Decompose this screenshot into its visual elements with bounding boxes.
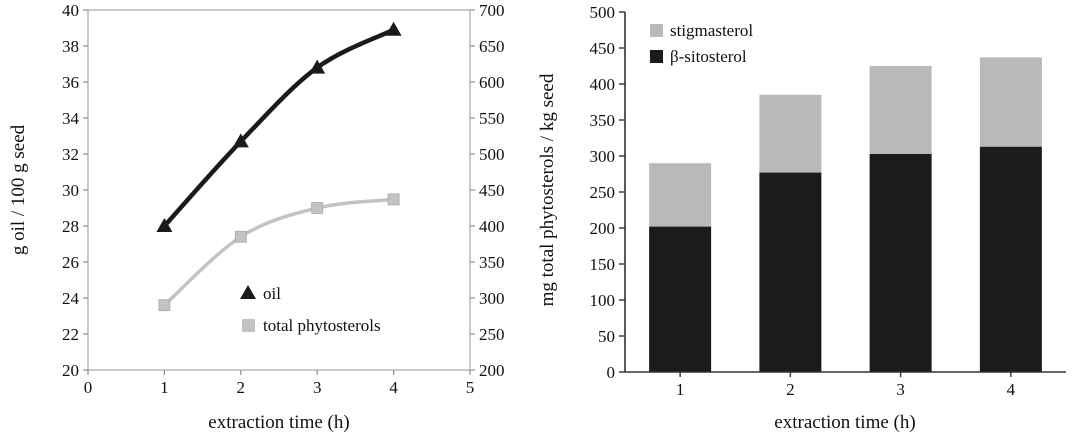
left-x-axis-title: extraction time (h) bbox=[208, 412, 349, 433]
bar-chart-plot-area: 0 50 100 150 200 250 300 350 400 450 500 1 2 3 4 bbox=[590, 3, 1042, 399]
bar-y-tick-label: 50 bbox=[598, 327, 615, 346]
bar-y-tick-label: 300 bbox=[590, 147, 616, 166]
right-y-tick-label: 250 bbox=[479, 325, 505, 344]
data-point-total-phytosterols bbox=[234, 230, 247, 243]
bar-x-tick-label: 2 bbox=[786, 380, 795, 399]
data-point-oil bbox=[232, 133, 249, 148]
data-point-total-phytosterols bbox=[311, 202, 324, 214]
bar-segment-sitosterol bbox=[759, 172, 822, 372]
left-y-tick-label: 40 bbox=[62, 1, 79, 20]
legend-square-marker-sitosterol bbox=[650, 50, 663, 63]
data-point-total-phytosterols bbox=[387, 193, 400, 206]
legend-label-oil: oil bbox=[263, 284, 281, 303]
data-point-oil bbox=[385, 21, 402, 36]
legend-triangle-marker-oil bbox=[240, 285, 256, 299]
bar-segment-stigmasterol bbox=[649, 163, 712, 227]
bar-segment-sitosterol bbox=[869, 153, 932, 372]
right-y-tick-label: 350 bbox=[479, 253, 505, 272]
data-point-oil bbox=[309, 59, 326, 74]
left-y-tick-label: 38 bbox=[62, 37, 79, 56]
left-x-tick-label: 2 bbox=[237, 378, 246, 397]
data-point-oil bbox=[156, 218, 173, 232]
right-y-tick-label: 450 bbox=[479, 181, 505, 200]
legend-square-marker-phytosterols bbox=[242, 319, 255, 332]
bar-x-tick-label: 4 bbox=[1007, 380, 1016, 399]
left-y-tick-label: 34 bbox=[62, 109, 80, 128]
bar-y-tick-label: 250 bbox=[590, 183, 616, 202]
left-y-tick-label: 28 bbox=[62, 217, 79, 236]
left-y-tick-label: 20 bbox=[62, 361, 79, 380]
bar-y-tick-label: 0 bbox=[607, 363, 616, 382]
left-x-tick-label: 5 bbox=[466, 378, 475, 397]
left-y-tick-label: 32 bbox=[62, 145, 79, 164]
data-point-total-phytosterols bbox=[158, 299, 171, 312]
bar-y-tick-label: 500 bbox=[590, 3, 616, 22]
right-y-axis-title: mg total phytosterols / kg seed bbox=[537, 73, 558, 306]
right-y-tick-label: 200 bbox=[479, 361, 505, 380]
bar-y-tick-label: 100 bbox=[590, 291, 616, 310]
right-y-tick-label: 600 bbox=[479, 73, 505, 92]
left-y-tick-label: 26 bbox=[62, 253, 79, 272]
left-x-tick-label: 0 bbox=[84, 378, 93, 397]
left-y-axis-title: g oil / 100 g seed bbox=[8, 124, 29, 255]
bar-segment-stigmasterol bbox=[759, 94, 822, 173]
right-y-tick-label: 400 bbox=[479, 217, 505, 236]
right-y-tick-label: 300 bbox=[479, 289, 505, 308]
left-x-tick-label: 4 bbox=[389, 378, 398, 397]
series-line-oil bbox=[162, 27, 396, 229]
bar-segment-sitosterol bbox=[649, 226, 712, 372]
left-y-tick-label: 30 bbox=[62, 181, 79, 200]
left-x-tick-label: 3 bbox=[313, 378, 322, 397]
bar-y-tick-label: 450 bbox=[590, 39, 616, 58]
legend-square-marker-stigmasterol bbox=[650, 24, 663, 37]
legend-label-sitosterol: β-sitosterol bbox=[670, 47, 747, 66]
left-y-tick-label: 36 bbox=[62, 73, 79, 92]
series-line-total-phytosterols bbox=[162, 197, 396, 307]
bar-segment-sitosterol bbox=[979, 146, 1042, 372]
bar-x-tick-label: 1 bbox=[676, 380, 685, 399]
bar-x-tick-label: 3 bbox=[896, 380, 905, 399]
bar-y-tick-label: 350 bbox=[590, 111, 616, 130]
line-chart-plot-area: 2022242628303234363840200250300350400450… bbox=[62, 1, 505, 397]
left-y-tick-label: 22 bbox=[62, 325, 79, 344]
right-y-tick-label: 650 bbox=[479, 37, 505, 56]
left-y-tick-label: 24 bbox=[62, 289, 80, 308]
bar-segment-stigmasterol bbox=[869, 66, 932, 154]
right-y-tick-label: 550 bbox=[479, 109, 505, 128]
legend-label-phytosterols: total phytosterols bbox=[263, 316, 381, 335]
bar-y-tick-label: 400 bbox=[590, 75, 616, 94]
bar-segment-stigmasterol bbox=[979, 57, 1042, 147]
right-y-tick-label: 700 bbox=[479, 1, 505, 20]
bar-y-tick-label: 200 bbox=[590, 219, 616, 238]
bar-y-tick-label: 150 bbox=[590, 255, 616, 274]
legend-label-stigmasterol: stigmasterol bbox=[670, 21, 753, 40]
right-y-tick-label: 500 bbox=[479, 145, 505, 164]
left-x-tick-label: 1 bbox=[160, 378, 169, 397]
right-x-axis-title: extraction time (h) bbox=[774, 412, 915, 433]
